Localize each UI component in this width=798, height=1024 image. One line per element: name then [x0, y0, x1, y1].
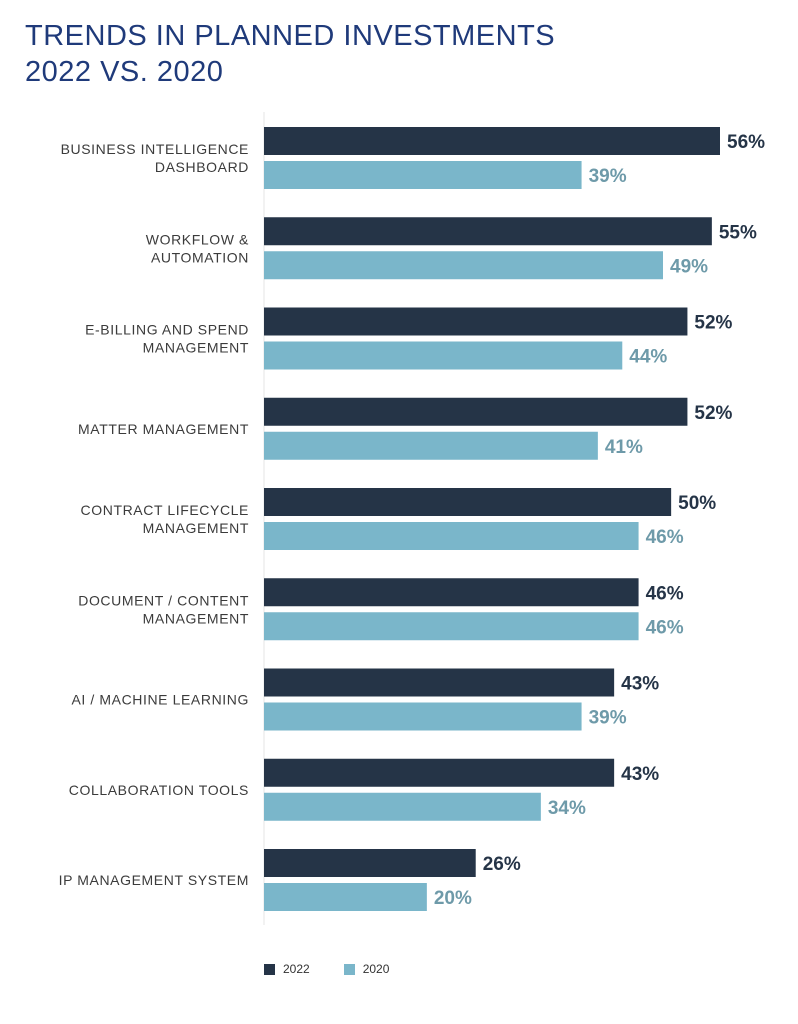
legend-label-2022: 2022: [283, 962, 310, 976]
category-label: BUSINESS INTELLIGENCE: [61, 141, 249, 157]
legend-item-2020: 2020: [343, 962, 390, 976]
category-label: E-BILLING AND SPEND: [85, 322, 249, 338]
chart-title: TRENDS IN PLANNED INVESTMENTS 2022 VS. 2…: [25, 18, 555, 90]
bar-2020: [264, 341, 623, 370]
data-label-2022: 26%: [483, 854, 521, 875]
bar-2022: [264, 397, 688, 426]
bar-2022: [264, 307, 688, 336]
data-label-2022: 52%: [694, 313, 732, 334]
chart-title-line-2: 2022 VS. 2020: [25, 56, 224, 88]
data-label-2020: 41%: [605, 437, 643, 458]
data-label-2020: 46%: [646, 617, 684, 638]
data-label-2020: 49%: [670, 256, 708, 277]
category-label: COLLABORATION TOOLS: [69, 782, 249, 798]
data-label-2022: 43%: [621, 674, 659, 695]
legend-swatch-2022: [264, 963, 275, 975]
bar-2020: [264, 792, 541, 821]
data-label-2022: 43%: [621, 764, 659, 785]
category-label: AUTOMATION: [151, 249, 249, 265]
data-label-2022: 56%: [727, 132, 765, 153]
bar-2022: [264, 127, 720, 155]
bar-2022: [264, 488, 672, 516]
category-label: MANAGEMENT: [143, 610, 249, 626]
bar-2022: [264, 758, 615, 787]
data-label-2020: 39%: [589, 166, 627, 187]
data-label-2022: 52%: [694, 403, 732, 424]
bar-2022: [264, 668, 615, 697]
bar-2020: [264, 161, 582, 189]
category-label: CONTRACT LIFECYCLE: [81, 502, 249, 518]
category-label: WORKFLOW &: [146, 231, 249, 247]
data-label-2022: 50%: [678, 493, 716, 514]
data-label-2020: 44%: [629, 347, 667, 368]
category-label: DOCUMENT / CONTENT: [78, 592, 249, 608]
bar-2022: [264, 217, 712, 246]
bar-2020: [264, 522, 639, 550]
legend-label-2020: 2020: [362, 962, 390, 976]
bar-2020: [264, 883, 427, 911]
bar-2020: [264, 702, 582, 731]
data-label-2022: 46%: [646, 583, 684, 604]
data-label-2020: 34%: [548, 798, 586, 819]
data-label-2020: 46%: [646, 527, 684, 548]
bar-2022: [264, 578, 639, 607]
category-label: DASHBOARD: [155, 159, 249, 175]
legend: 2022 2020: [264, 962, 389, 976]
data-label-2020: 39%: [589, 708, 627, 729]
bar-2022: [264, 849, 476, 877]
category-label: MATTER MANAGEMENT: [78, 421, 249, 437]
bar-2020: [264, 251, 663, 280]
category-label: AI / MACHINE LEARNING: [71, 692, 249, 708]
category-label: MANAGEMENT: [143, 340, 249, 356]
bar-2020: [264, 431, 598, 460]
legend-swatch-2020: [343, 963, 355, 975]
chart-title-line-1: TRENDS IN PLANNED INVESTMENTS: [25, 20, 556, 52]
data-label-2020: 20%: [434, 888, 472, 909]
legend-item-2022: 2022: [264, 962, 310, 976]
category-label: IP MANAGEMENT SYSTEM: [59, 872, 249, 888]
data-label-2022: 55%: [719, 222, 757, 243]
bar-2020: [264, 612, 639, 641]
category-label: MANAGEMENT: [143, 520, 249, 536]
